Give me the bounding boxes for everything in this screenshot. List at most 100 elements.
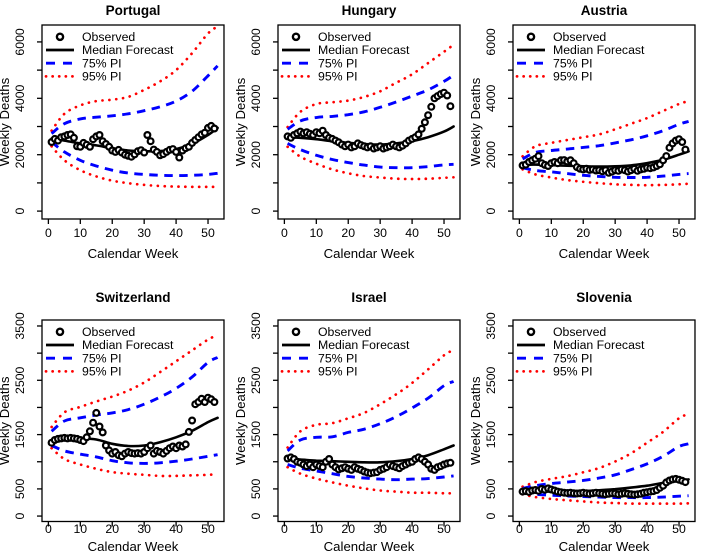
x-tick-label: 40 [641,522,655,536]
series-75-pi-upper [286,380,454,452]
y-tick-label: 0 [249,208,263,215]
series-95-pi-lower [285,145,455,181]
observed-point [69,133,78,142]
legend-item-95-pi: 95% PI [515,70,593,84]
legend-item-75-pi: 75% PI [45,56,122,70]
y-axis-label: Weekly Deaths [0,77,12,166]
observed-point [98,428,107,437]
legend-label: 95% PI [318,365,358,379]
legend-label: Observed [318,325,371,339]
observed-point [92,408,101,417]
observed-point [146,441,155,450]
y-axis-label: Weekly Deaths [471,376,483,465]
x-tick-label: 0 [516,522,523,536]
series-group [47,25,219,189]
legend-item-75-pi: 75% PI [517,56,593,70]
legend-label: 75% PI [82,351,122,365]
legend-label: Observed [553,325,606,339]
series-group [47,333,219,478]
x-tick-label: 30 [373,522,387,536]
legend-point-marker [55,327,65,337]
observed-points [47,121,219,162]
y-axis-label: Weekly Deaths [471,77,483,166]
y-tick-label: 4000 [484,84,498,111]
y-tick-label: 2500 [484,366,498,393]
legend-label: 95% PI [553,365,593,379]
x-tick-label: 20 [105,522,119,536]
panel-title: Austria [581,3,628,18]
legend-label: Median Forecast [318,43,410,57]
legend-item-median-forecast: Median Forecast [281,43,410,57]
legend-label: 75% PI [318,351,358,365]
legend-label: Observed [82,30,135,44]
legend-item-median-forecast: Median Forecast [45,43,174,57]
legend-label: Median Forecast [553,338,645,352]
series-median-forecast [285,444,455,464]
observed-points [518,474,690,499]
legend-label: Observed [318,30,371,44]
series-95-pi-upper [50,333,219,429]
legend-label: Median Forecast [553,43,645,57]
series-group [283,43,455,181]
x-tick-label: 50 [201,522,215,536]
observed-point [95,131,104,140]
observed-point [210,124,219,133]
observed-point [181,440,190,449]
y-tick-label: 500 [13,478,27,499]
chart-panel-slovenia: Slovenia 0 10 20 30 40 50 Calendar Week 0 500 1500… [471,290,696,554]
x-tick-label: 20 [341,522,355,536]
series-95-pi-lower [521,168,691,187]
observed-point [85,427,94,436]
observed-points [518,135,690,177]
x-axis-label: Calendar Week [559,246,650,261]
figure-row-top: Portugal 0 10 20 30 40 50 Calendar Week 0 2000 400… [0,3,696,261]
legend-item-75-pi: 75% PI [517,351,593,365]
y-tick-label: 1500 [13,421,27,448]
legend-label: 75% PI [553,56,593,70]
x-tick-label: 20 [105,226,119,240]
y-tick-label: 4000 [249,84,263,111]
x-tick-label: 50 [672,226,686,240]
chart-panel-austria: Austria 0 10 20 30 40 50 Calendar Week 0 2000 4000… [471,3,696,261]
y-tick-label: 1500 [484,421,498,448]
series-group [283,348,455,495]
legend-label: 75% PI [318,56,358,70]
observed-point [188,416,197,425]
y-tick-label: 0 [484,208,498,215]
x-axis-label: Calendar Week [559,539,650,554]
legend-item-median-forecast: Median Forecast [517,338,645,352]
y-tick-label: 500 [484,478,498,499]
legend-item-observed: Observed [55,30,135,44]
chart-panel-israel: Israel 0 10 20 30 40 50 Calendar Week 0 500 1500 25… [236,290,461,554]
y-tick-label: 6000 [13,28,27,55]
x-axis-label: Calendar Week [323,539,414,554]
series-95-pi-lower [50,446,219,478]
x-tick-label: 20 [577,522,591,536]
observed-point [681,478,690,487]
y-tick-label: 3500 [13,312,27,339]
observed-point [140,148,149,157]
x-tick-label: 10 [73,226,87,240]
x-axis-label: Calendar Week [323,246,414,261]
chart-panel-portugal: Portugal 0 10 20 30 40 50 Calendar Week 0 2000 400… [0,3,225,261]
legend-label: Observed [553,30,606,44]
series-95-pi-lower [285,465,455,495]
panel-title: Slovenia [577,290,633,305]
observed-point [678,138,687,146]
observed-point [85,142,94,151]
observed-point [420,118,429,127]
observed-point [175,153,184,162]
legend-item-95-pi: 95% PI [44,70,122,84]
figure-row-bottom: Switzerland 0 10 20 30 40 50 Calendar Week 0 500 1… [0,280,707,559]
x-tick-label: 40 [405,522,419,536]
series-75-pi-lower [522,166,689,179]
plot-box [41,319,225,523]
observed-point [662,152,671,161]
legend-item-median-forecast: Median Forecast [45,338,174,352]
series-75-pi-upper [50,356,219,433]
legend-point-marker [55,32,65,42]
x-tick-label: 30 [373,226,387,240]
x-tick-label: 50 [201,226,215,240]
